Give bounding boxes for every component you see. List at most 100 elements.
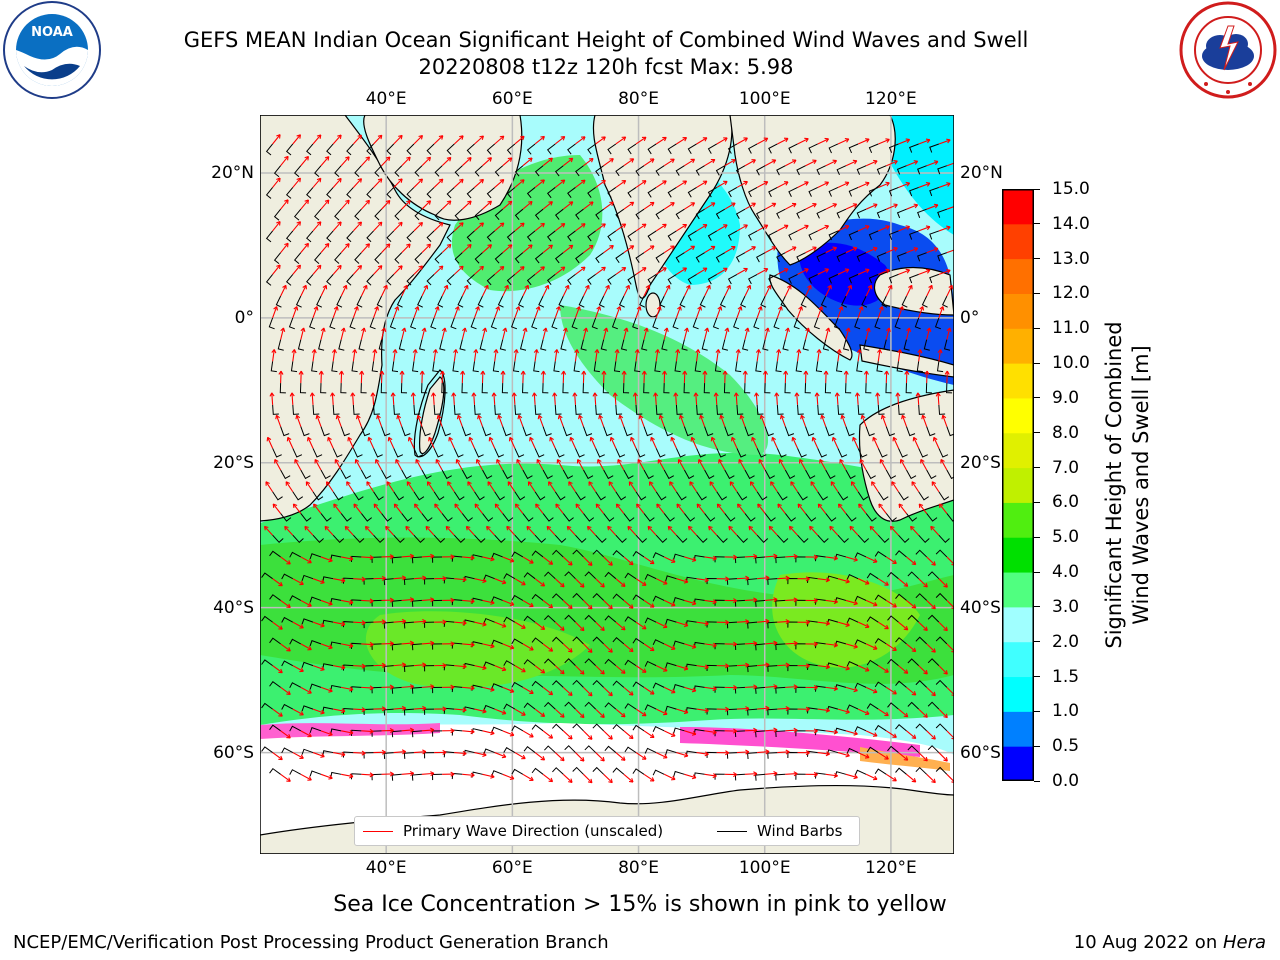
wave-direction-arrowhead bbox=[398, 265, 403, 270]
wave-direction-arrowhead bbox=[377, 265, 383, 270]
wind-barb bbox=[612, 637, 625, 645]
wave-direction-arrow bbox=[542, 599, 553, 609]
wave-direction-arrowhead bbox=[575, 503, 580, 509]
wave-direction-arrowhead bbox=[722, 370, 728, 375]
wave-direction-arrowhead bbox=[872, 558, 878, 563]
wave-direction-arrowhead bbox=[296, 264, 301, 270]
wave-direction-arrowhead bbox=[381, 575, 386, 581]
wind-barb bbox=[687, 187, 697, 198]
wind-barb bbox=[918, 448, 928, 458]
wind-barb bbox=[813, 317, 820, 330]
wave-direction-arrow bbox=[356, 415, 362, 427]
wind-barb bbox=[756, 534, 769, 544]
wind-barb bbox=[506, 143, 516, 155]
colorbar-title-line1: Significant Height of Combined bbox=[1102, 321, 1126, 649]
wave-direction-arrowhead bbox=[365, 243, 371, 248]
wave-direction-arrow bbox=[635, 708, 647, 717]
wind-barb bbox=[587, 230, 596, 242]
wave-direction-arrow bbox=[538, 415, 544, 427]
wind-barb bbox=[845, 469, 856, 480]
wave-direction-arrow bbox=[324, 525, 334, 536]
wind-barb bbox=[571, 317, 578, 330]
wave-direction-arrowhead bbox=[840, 414, 846, 420]
wind-barb bbox=[897, 404, 905, 415]
wave-direction-arrow bbox=[676, 621, 689, 627]
wave-direction-arrowhead bbox=[338, 370, 345, 375]
wave-direction-arrow bbox=[554, 578, 565, 588]
wind-barb bbox=[857, 448, 868, 458]
wave-direction-arrow bbox=[375, 459, 383, 471]
wind-barb bbox=[874, 594, 887, 601]
wave-direction-arrowhead bbox=[845, 665, 850, 671]
wind-barb bbox=[292, 534, 304, 544]
wave-direction-arrow bbox=[817, 665, 830, 668]
wave-direction-arrowhead bbox=[892, 436, 898, 442]
wave-direction-arrowhead bbox=[733, 728, 738, 734]
wind-barb bbox=[289, 551, 302, 558]
wind-barb bbox=[768, 273, 778, 285]
wave-direction-arrowhead bbox=[600, 756, 605, 762]
wind-barb bbox=[623, 426, 633, 437]
wave-direction-arrow bbox=[817, 138, 829, 145]
wave-direction-arrowhead bbox=[465, 525, 471, 531]
wind-barb bbox=[652, 317, 659, 330]
wind-barb bbox=[403, 621, 414, 629]
wave-direction-arrowhead bbox=[442, 576, 447, 582]
wave-direction-arrow bbox=[857, 269, 870, 275]
wind-barb bbox=[923, 339, 930, 351]
wave-direction-arrow bbox=[663, 599, 676, 607]
wave-direction-arrow bbox=[744, 327, 749, 340]
wave-direction-arrow bbox=[305, 481, 314, 493]
wind-barb bbox=[696, 534, 708, 544]
wave-direction-arrowhead bbox=[742, 370, 748, 375]
wind-barb bbox=[643, 513, 655, 522]
wave-direction-arrowhead bbox=[537, 414, 543, 420]
wind-barb bbox=[320, 469, 331, 480]
wave-direction-arrowhead bbox=[357, 134, 363, 140]
wind-barb bbox=[592, 723, 604, 732]
wind-barb bbox=[788, 143, 798, 154]
wave-direction-arrowhead bbox=[853, 774, 858, 780]
wave-direction-arrowhead bbox=[812, 159, 817, 165]
wave-direction-arrow bbox=[448, 437, 455, 449]
wave-direction-arrowhead bbox=[845, 578, 850, 584]
wind-barb bbox=[866, 616, 879, 623]
wave-direction-arrow bbox=[292, 708, 304, 716]
wave-direction-arrow bbox=[320, 773, 333, 779]
wave-direction-arrowhead bbox=[687, 525, 693, 531]
colorbar-title-line2: Wind Waves and Swell [m] bbox=[1129, 345, 1153, 625]
wave-direction-arrow bbox=[312, 306, 318, 319]
wave-direction-arrow bbox=[715, 392, 718, 405]
wave-direction-arrow bbox=[353, 578, 366, 580]
wave-direction-arrow bbox=[473, 349, 477, 362]
wave-direction-arrow bbox=[556, 459, 564, 471]
wind-barb bbox=[888, 143, 899, 153]
wind-barb bbox=[915, 766, 928, 775]
wave-direction-arrowhead bbox=[389, 727, 394, 734]
wave-direction-arrowhead bbox=[316, 264, 322, 270]
wave-direction-arrowhead bbox=[946, 138, 951, 144]
wind-barb bbox=[797, 491, 808, 501]
wind-barb bbox=[269, 724, 281, 732]
wind-barb bbox=[573, 361, 580, 373]
wave-direction-arrow bbox=[393, 349, 396, 362]
wind-barb bbox=[289, 638, 302, 645]
colorbar-segment bbox=[1002, 572, 1034, 608]
wave-direction-arrowhead bbox=[733, 554, 738, 560]
wind-barb bbox=[434, 252, 443, 264]
wave-direction-arrowhead bbox=[649, 559, 655, 565]
wind-barb bbox=[334, 165, 342, 177]
wave-direction-arrowhead bbox=[349, 773, 354, 779]
wave-direction-arrowhead bbox=[852, 246, 858, 252]
wave-direction-arrowhead bbox=[470, 598, 475, 604]
wave-direction-arrow bbox=[817, 752, 830, 755]
wave-direction-arrowhead bbox=[702, 137, 708, 142]
wind-barb bbox=[727, 143, 738, 154]
wave-direction-arrow bbox=[765, 772, 778, 775]
wave-direction-arrowhead bbox=[509, 601, 515, 607]
wave-direction-arrow bbox=[775, 392, 778, 405]
wind-barb bbox=[461, 469, 473, 480]
wave-direction-arrow bbox=[522, 285, 529, 297]
wave-direction-arrowhead bbox=[548, 734, 554, 739]
wave-direction-arrowhead bbox=[641, 711, 647, 717]
